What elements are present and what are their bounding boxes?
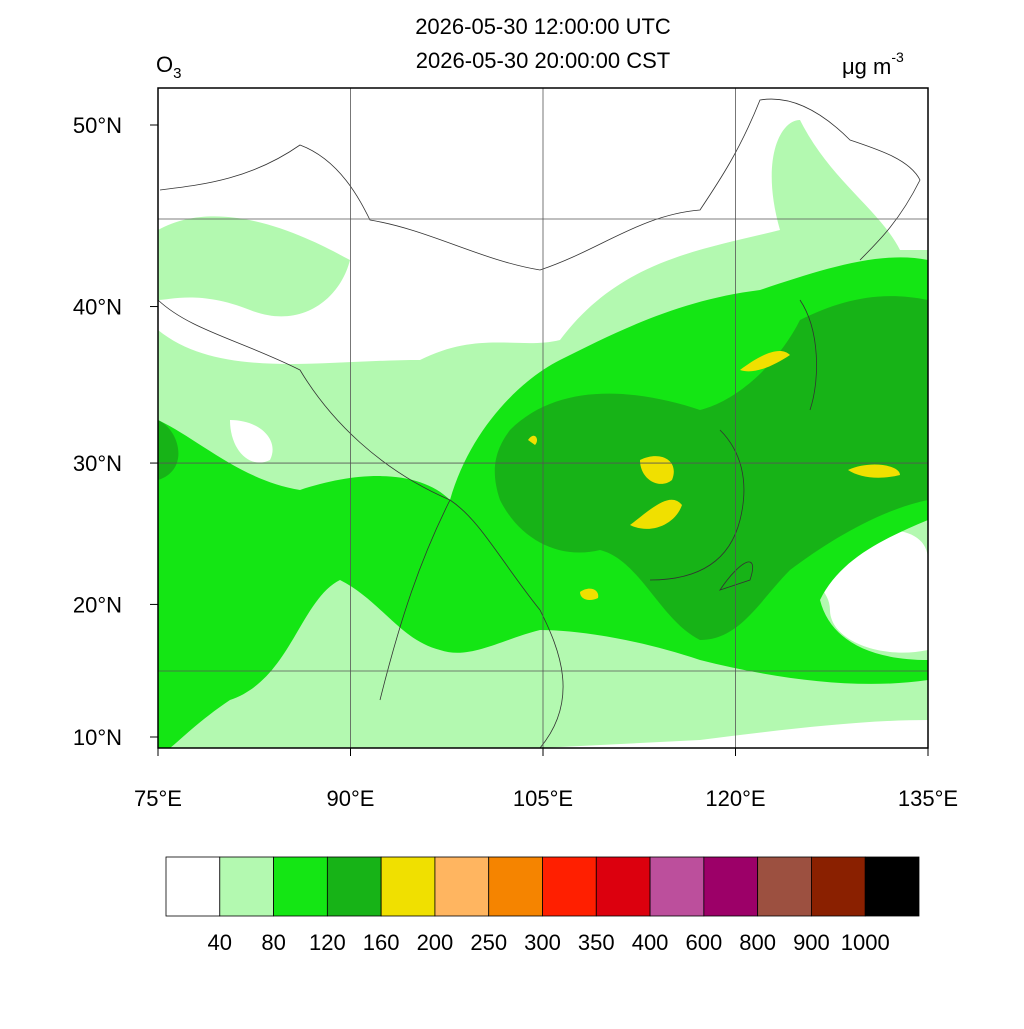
x-tick-label: 90°E: [327, 786, 375, 811]
colorbar-label: 80: [261, 930, 285, 955]
colorbar-swatch: [811, 856, 866, 917]
x-tick-label: 105°E: [513, 786, 573, 811]
x-tick-label: 135°E: [898, 786, 958, 811]
variable-sub: 3: [173, 65, 181, 82]
colorbar-label: 1000: [841, 930, 890, 955]
colorbar-swatch: [542, 856, 597, 917]
units-sup: -3: [891, 49, 904, 65]
colorbar-label: 900: [793, 930, 830, 955]
colorbar-label: 200: [417, 930, 454, 955]
colorbar-label: 250: [470, 930, 507, 955]
colorbar-label: 40: [208, 930, 232, 955]
y-tick-label: 30°N: [73, 451, 122, 476]
variable-text: O: [156, 52, 173, 77]
colorbar-swatch: [165, 856, 221, 917]
variable-label: O3: [156, 52, 181, 82]
x-tick-label: 120°E: [705, 786, 765, 811]
title-line-2: 2026-05-30 20:00:00 CST: [416, 48, 670, 73]
colorbar-swatch: [595, 856, 651, 917]
colorbar-label: 300: [524, 930, 561, 955]
colorbar-label: 400: [632, 930, 669, 955]
colorbar-swatch: [864, 856, 920, 917]
y-tick-label: 10°N: [73, 725, 122, 750]
colorbar-swatch: [219, 856, 274, 917]
colorbar-swatch: [488, 856, 543, 917]
colorbar-label: 800: [739, 930, 776, 955]
country-borders: [158, 98, 921, 748]
y-tick-label: 50°N: [73, 113, 122, 138]
y-tick-label: 40°N: [73, 295, 122, 320]
colorbar-label: 600: [685, 930, 722, 955]
colorbar-swatch: [273, 856, 328, 917]
colorbar-swatch: [380, 856, 436, 917]
graticule: [158, 88, 928, 748]
colorbar-swatch: [703, 856, 759, 917]
colorbar-swatch: [434, 856, 490, 917]
x-tick-label: 75°E: [134, 786, 182, 811]
colorbar-swatch: [326, 856, 382, 917]
title-line-1: 2026-05-30 12:00:00 UTC: [415, 14, 671, 39]
units-label: μg m-3: [842, 49, 904, 79]
clear-area: [230, 420, 928, 653]
colorbar-swatch: [757, 856, 812, 917]
colorbar-label: 160: [363, 930, 400, 955]
units-text: μg m: [842, 54, 891, 79]
y-tick-label: 20°N: [73, 592, 122, 617]
colorbar-label: 120: [309, 930, 346, 955]
colorbar-label: 350: [578, 930, 615, 955]
colorbar-swatch: [649, 856, 705, 917]
